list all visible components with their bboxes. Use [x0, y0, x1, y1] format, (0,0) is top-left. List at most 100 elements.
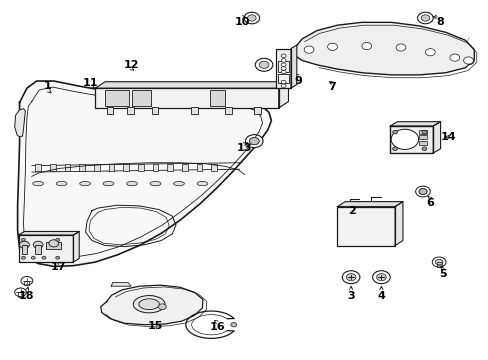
- Text: 5: 5: [438, 269, 446, 279]
- Text: 8: 8: [435, 17, 443, 27]
- Circle shape: [395, 44, 405, 51]
- Polygon shape: [290, 45, 296, 88]
- Circle shape: [56, 238, 60, 241]
- Circle shape: [462, 56, 473, 65]
- Circle shape: [281, 59, 285, 62]
- Ellipse shape: [33, 181, 43, 186]
- Text: 12: 12: [123, 60, 139, 70]
- Bar: [94, 164, 100, 171]
- Text: 4: 4: [377, 291, 385, 301]
- Polygon shape: [337, 202, 402, 207]
- Bar: [190, 107, 197, 114]
- Polygon shape: [111, 283, 131, 286]
- Circle shape: [20, 241, 29, 248]
- Polygon shape: [95, 82, 288, 88]
- Bar: [152, 164, 158, 171]
- Bar: [436, 262, 441, 267]
- Ellipse shape: [133, 296, 164, 313]
- Bar: [123, 164, 129, 171]
- Circle shape: [281, 54, 285, 58]
- Bar: [418, 135, 427, 139]
- Bar: [418, 141, 427, 145]
- Circle shape: [376, 274, 386, 281]
- Text: 16: 16: [209, 322, 225, 332]
- Bar: [108, 164, 114, 171]
- Polygon shape: [19, 231, 79, 235]
- Bar: [18, 292, 23, 297]
- Ellipse shape: [197, 181, 207, 186]
- Polygon shape: [18, 81, 271, 266]
- Bar: [182, 164, 187, 171]
- Circle shape: [305, 47, 312, 52]
- Circle shape: [56, 256, 60, 259]
- Circle shape: [418, 189, 426, 194]
- Bar: [196, 164, 202, 171]
- Bar: [19, 235, 73, 262]
- Circle shape: [372, 271, 389, 284]
- Ellipse shape: [80, 181, 90, 186]
- Polygon shape: [101, 285, 203, 325]
- Circle shape: [417, 12, 432, 24]
- Circle shape: [244, 12, 259, 24]
- Circle shape: [303, 45, 314, 54]
- Text: 2: 2: [347, 206, 355, 216]
- Ellipse shape: [150, 181, 161, 186]
- Bar: [211, 164, 217, 171]
- Ellipse shape: [126, 181, 137, 186]
- Bar: [105, 90, 128, 106]
- Bar: [254, 107, 261, 114]
- Bar: [132, 90, 150, 106]
- Circle shape: [418, 189, 426, 194]
- Circle shape: [281, 63, 285, 67]
- Text: 17: 17: [51, 262, 66, 272]
- Polygon shape: [73, 231, 79, 262]
- Bar: [127, 107, 134, 114]
- Bar: [46, 242, 61, 249]
- Bar: [106, 107, 113, 114]
- Circle shape: [249, 138, 259, 145]
- Bar: [95, 88, 278, 108]
- Polygon shape: [394, 202, 402, 246]
- Circle shape: [327, 43, 337, 50]
- Circle shape: [259, 61, 268, 68]
- Text: 7: 7: [328, 82, 336, 92]
- Ellipse shape: [56, 181, 67, 186]
- Circle shape: [49, 240, 59, 247]
- Bar: [276, 49, 290, 88]
- Circle shape: [394, 132, 414, 147]
- Circle shape: [249, 138, 259, 145]
- Circle shape: [346, 274, 355, 281]
- Polygon shape: [15, 109, 25, 137]
- Circle shape: [33, 241, 43, 248]
- Circle shape: [463, 57, 472, 64]
- Circle shape: [31, 256, 35, 259]
- Circle shape: [281, 70, 285, 74]
- Bar: [210, 90, 224, 106]
- Ellipse shape: [139, 299, 159, 310]
- Circle shape: [281, 80, 285, 84]
- Bar: [151, 107, 158, 114]
- Polygon shape: [278, 82, 288, 108]
- Bar: [389, 126, 432, 153]
- Bar: [418, 130, 427, 134]
- Circle shape: [304, 46, 313, 53]
- Circle shape: [230, 323, 236, 327]
- Text: 13: 13: [236, 143, 252, 153]
- Bar: [278, 74, 288, 83]
- Text: 3: 3: [346, 291, 354, 301]
- Circle shape: [420, 15, 429, 21]
- Bar: [224, 107, 231, 114]
- Circle shape: [449, 54, 459, 61]
- Circle shape: [425, 49, 434, 56]
- Text: 18: 18: [19, 291, 35, 301]
- Circle shape: [245, 135, 263, 148]
- Bar: [278, 61, 288, 72]
- Circle shape: [361, 42, 371, 50]
- Circle shape: [392, 130, 397, 134]
- Circle shape: [281, 84, 285, 87]
- Circle shape: [21, 238, 25, 241]
- Circle shape: [464, 58, 471, 63]
- Text: 15: 15: [147, 321, 163, 331]
- Bar: [35, 164, 41, 171]
- Text: 10: 10: [234, 17, 249, 27]
